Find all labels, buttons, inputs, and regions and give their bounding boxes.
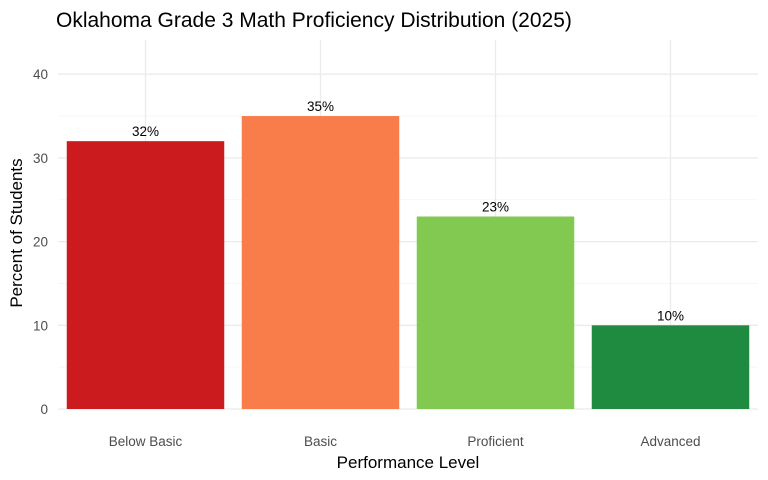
- x-axis-ticks: Below Basic Basic Proficient Advanced: [109, 434, 701, 449]
- data-label: 10%: [657, 308, 684, 323]
- bar: [416, 216, 575, 409]
- y-tick-label: 10: [33, 318, 48, 333]
- x-tick-label: Below Basic: [109, 434, 183, 449]
- bar: [66, 141, 225, 409]
- y-axis-ticks: 0 10 20 30 40: [33, 67, 48, 417]
- x-tick-label: Basic: [304, 434, 337, 449]
- x-axis-title: Performance Level: [337, 453, 480, 472]
- y-tick-label: 40: [33, 67, 48, 82]
- data-label: 23%: [482, 199, 509, 214]
- data-label: 32%: [132, 124, 159, 139]
- y-tick-label: 30: [33, 151, 48, 166]
- x-tick-label: Advanced: [640, 434, 700, 449]
- bar: [241, 116, 400, 410]
- data-labels: 32% 35% 23% 10%: [132, 99, 684, 323]
- chart-title: Oklahoma Grade 3 Math Proficiency Distri…: [56, 9, 572, 32]
- bars: [66, 116, 750, 410]
- bar: [591, 325, 750, 409]
- x-tick-label: Proficient: [467, 434, 524, 449]
- y-axis-title: Percent of Students: [7, 158, 26, 307]
- data-label: 35%: [307, 99, 334, 114]
- y-tick-label: 20: [33, 235, 48, 250]
- y-tick-label: 0: [40, 402, 48, 417]
